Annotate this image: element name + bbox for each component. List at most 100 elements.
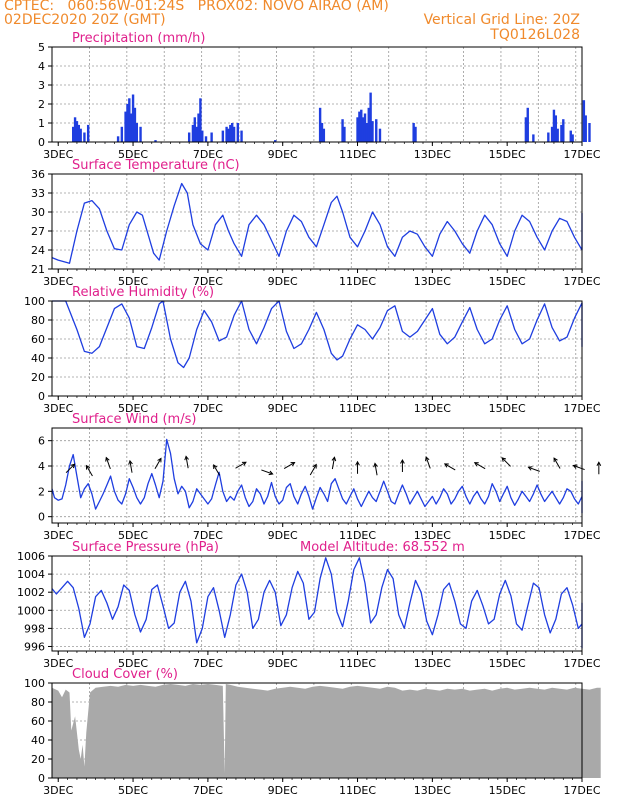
wind-xtick-label: 17DEC <box>563 529 600 542</box>
precip-bar <box>371 121 374 142</box>
wind-frame <box>51 427 583 524</box>
cloud-ytick-label: 100 <box>24 677 45 690</box>
wind-arrow <box>373 462 378 476</box>
cloud-ytick-label: 0 <box>38 772 45 785</box>
temp-xtick-label: 9DEC <box>268 275 298 288</box>
precip-bar <box>588 123 591 142</box>
pres-ytick-label: 1004 <box>17 568 45 581</box>
cloud-xtick-label: 5DEC <box>118 784 148 797</box>
precip-xtick-label: 15DEC <box>489 148 526 161</box>
precip-bar <box>556 128 559 142</box>
pres-title: Surface Pressure (hPa) <box>72 540 219 555</box>
precip-bar <box>571 134 574 142</box>
precip-bar <box>210 132 213 142</box>
wind-arrow <box>283 462 296 469</box>
precip-bar <box>231 123 234 142</box>
pres-panel: Surface Pressure (hPa) Model Altitude: 68… <box>17 540 601 670</box>
precip-bar <box>191 124 195 142</box>
precip-bar <box>131 94 135 142</box>
precip-bar <box>225 126 228 142</box>
rh-ytick-label: 60 <box>31 333 45 346</box>
wind-arrow <box>443 463 456 471</box>
temp-title: Surface Temperature (nC) <box>72 158 240 173</box>
precip-bar <box>187 132 191 142</box>
precip-bar <box>201 130 204 142</box>
precip-bar <box>341 119 344 142</box>
temp-ytick-label: 21 <box>31 263 45 276</box>
wind-xtick-label: 13DEC <box>414 529 451 542</box>
precip-bar <box>229 124 232 142</box>
precip-bar <box>197 113 200 142</box>
temp-ytick-label: 24 <box>31 244 45 257</box>
precip-bar <box>554 115 558 142</box>
precip-ytick-label: 1 <box>38 117 45 130</box>
precip-bar <box>532 134 535 142</box>
pres-ytick-label: 998 <box>24 622 45 635</box>
precip-bar <box>569 130 572 142</box>
precip-xtick-label: 7DEC <box>193 148 223 161</box>
rh-xtick-label: 7DEC <box>193 402 223 415</box>
rh-xtick-label: 17DEC <box>563 402 600 415</box>
cloud-ytick-label: 20 <box>31 753 45 766</box>
wind-arrow <box>105 456 111 470</box>
precip-ytick-label: 2 <box>38 98 45 111</box>
header-init-time: 02DEC2020 20Z (GMT) <box>4 12 166 28</box>
temp-ytick-label: 30 <box>31 206 45 219</box>
wind-arrow <box>85 464 93 477</box>
precip-bar <box>73 117 77 142</box>
wind-series-line <box>51 438 583 514</box>
rh-xtick-label: 15DEC <box>489 402 526 415</box>
precip-bar <box>199 98 202 142</box>
pres-series-line <box>51 557 583 649</box>
precip-bar <box>232 126 236 142</box>
wind-arrow <box>331 456 337 470</box>
pres-ytick-label: 1006 <box>17 550 45 563</box>
pres-ytick-label: 1002 <box>17 586 45 599</box>
wind-arrow <box>355 460 360 474</box>
precip-bar <box>550 126 554 142</box>
rh-xtick-label: 3DEC <box>43 402 73 415</box>
wind-ytick-label: 2 <box>38 485 45 498</box>
precip-bar <box>204 136 208 142</box>
rh-panel: Relative Humidity (%) 0 20 40 60 80 100 3DEC 5DE… <box>24 285 601 415</box>
precip-xtick-label: 13DEC <box>414 148 451 161</box>
precip-bar <box>236 123 240 142</box>
temp-xtick-label: 5DEC <box>118 275 148 288</box>
precip-bar <box>363 113 367 142</box>
precip-bar <box>77 124 81 142</box>
temp-xtick-label: 17DEC <box>563 275 600 288</box>
precip-bar <box>343 126 346 142</box>
wind-arrow <box>473 462 486 470</box>
pres-xtick-label: 7DEC <box>193 657 223 670</box>
precip-bar <box>221 130 225 142</box>
wind-ytick-label: 0 <box>38 511 45 524</box>
wind-arrow <box>400 458 405 472</box>
cloud-ytick-label: 80 <box>31 696 45 709</box>
header-model: TQ0126L028 <box>490 27 580 43</box>
cloud-area <box>51 684 601 778</box>
precip-ytick-label: 3 <box>38 79 45 92</box>
precip-title: Precipitation (mm/h) <box>72 31 205 46</box>
temp-xtick-label: 3DEC <box>43 275 73 288</box>
rh-xtick-label: 5DEC <box>118 402 148 415</box>
rh-frame <box>51 300 583 397</box>
temp-xtick-label: 13DEC <box>414 275 451 288</box>
precip-bar <box>154 140 157 142</box>
precip-frame <box>51 46 583 143</box>
precip-bar <box>128 98 131 142</box>
rh-ytick-label: 80 <box>31 314 45 327</box>
cloud-xtick-label: 3DEC <box>43 784 73 797</box>
wind-arrow <box>235 461 247 469</box>
rh-xtick-label: 9DEC <box>268 402 298 415</box>
pres-ytick-label: 996 <box>24 640 45 653</box>
precip-ytick-label: 0 <box>38 136 45 149</box>
precip-bar <box>240 130 243 142</box>
wind-title: Surface Wind (m/s) <box>72 412 196 427</box>
precip-bar <box>375 119 378 142</box>
precip-bar <box>322 128 326 142</box>
wind-panel: Surface Wind (m/s) 0 2 4 6 3DEC 5DEC 7DEC 9DEC 11… <box>38 412 602 542</box>
pres-xtick-label: 17DEC <box>563 657 600 670</box>
wind-arrow <box>309 463 317 476</box>
precip-bar <box>358 111 361 142</box>
